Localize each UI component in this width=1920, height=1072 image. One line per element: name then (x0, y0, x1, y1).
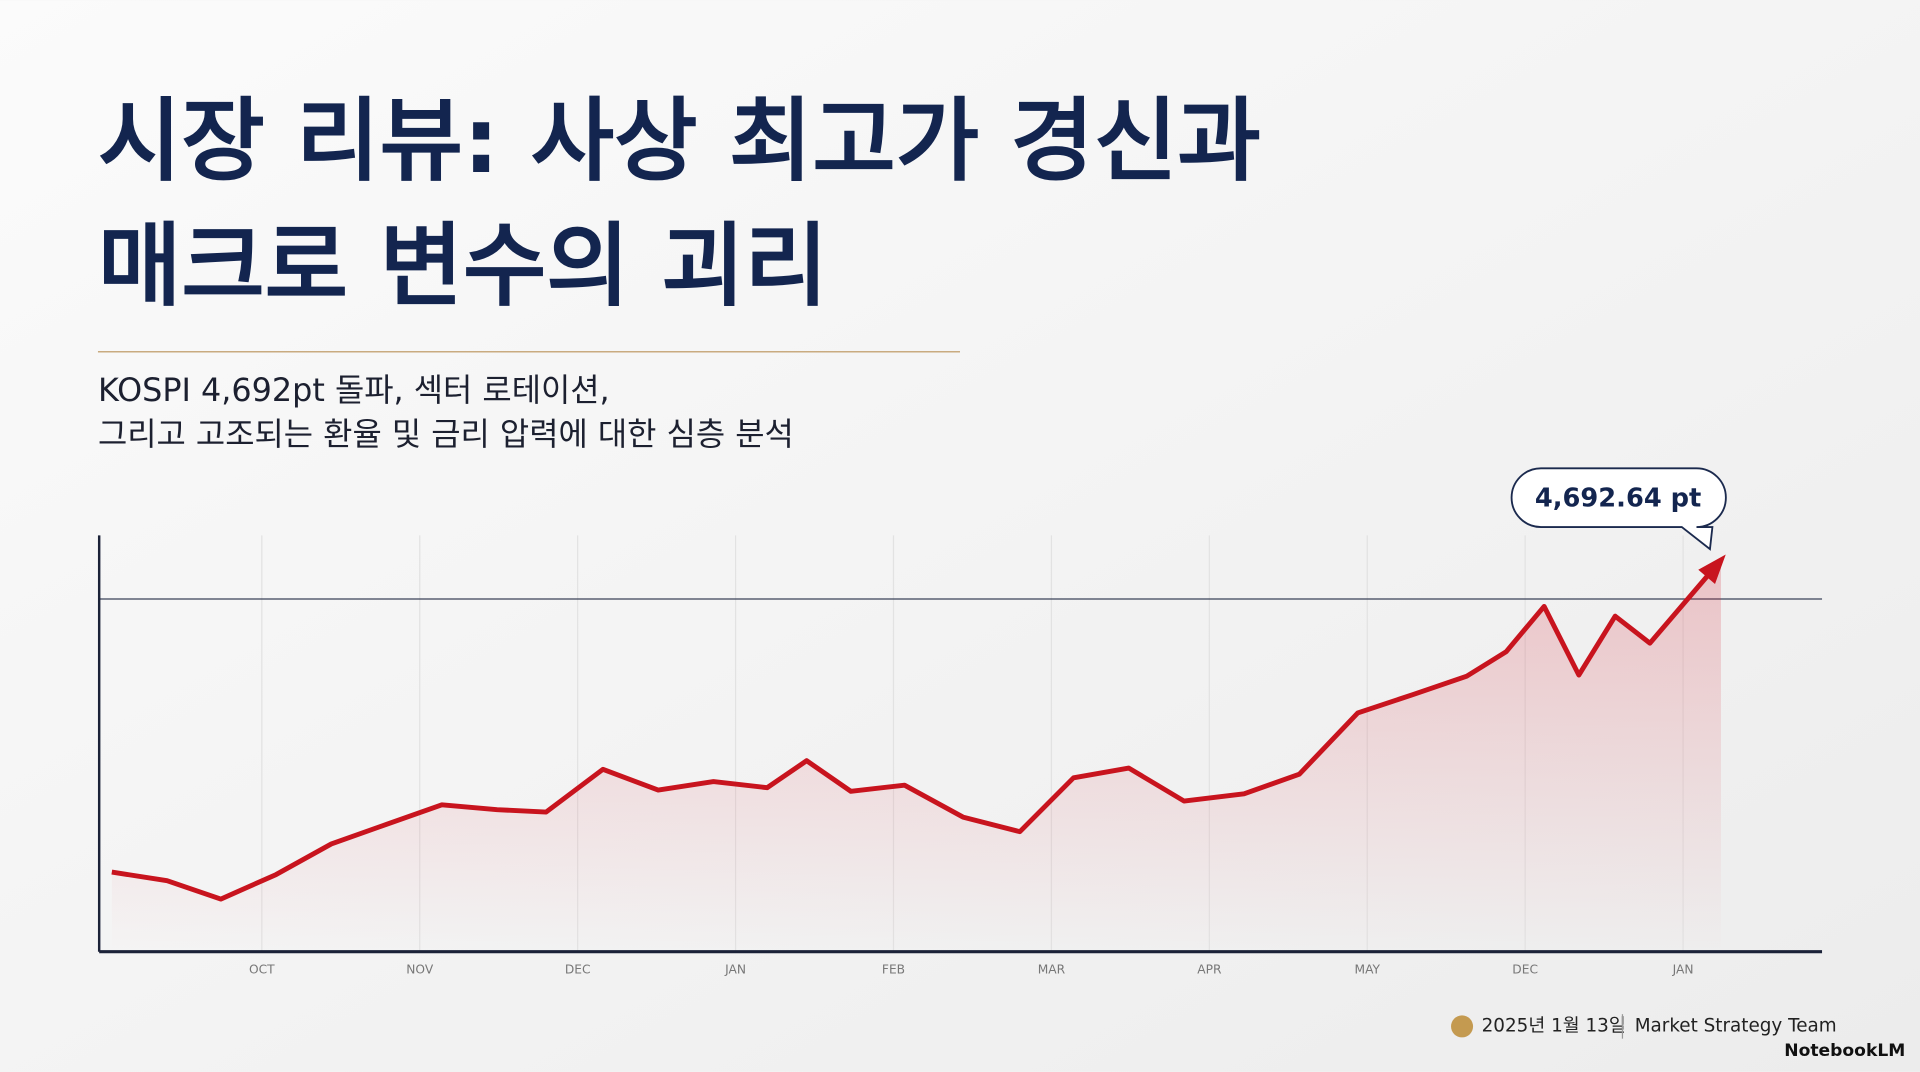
x-tick-label: NOV (406, 963, 434, 977)
area (111, 560, 1721, 952)
brand-watermark: NotebookLM (1784, 1041, 1905, 1061)
subtitle-line: KOSPI 4,692pt 돌파, 섹터 로테이션, (98, 371, 610, 409)
x-tick-label: FEB (882, 963, 905, 977)
annotation-bubble (1510, 467, 1727, 551)
annotation: 4,692.64 pt (1535, 483, 1701, 513)
footer-team: Market Strategy Team (1635, 1015, 1837, 1036)
x-tick-label: JAN (1672, 963, 1694, 977)
x-tick-label: DEC (1512, 963, 1538, 977)
x-tick-label: MAR (1038, 963, 1066, 977)
x-tick-label: JAN (724, 963, 746, 977)
x-tick-label: DEC (565, 963, 591, 977)
x-tick-label: OCT (249, 963, 275, 977)
x-tick-label: MAY (1355, 963, 1381, 977)
footer-date: 2025년 1월 13일 (1482, 1015, 1626, 1036)
arrow-head (1698, 554, 1726, 585)
footer-icon (1451, 1015, 1474, 1038)
plot: OCT NOV DEC JAN FEB MAR APR MAY DEC JAN 4,692.64 p… (97, 467, 1823, 977)
title-line: 매크로 변수의 괴리 (98, 214, 828, 319)
x-tick-label: APR (1197, 963, 1222, 977)
line (111, 558, 1723, 902)
subtitle-line: 그리고 고조되는 환율 및 금리 압력에 대한 심층 분석 (98, 415, 794, 453)
title-line: 시장 리뷰: 사상 최고가 경신과 (98, 89, 1261, 194)
